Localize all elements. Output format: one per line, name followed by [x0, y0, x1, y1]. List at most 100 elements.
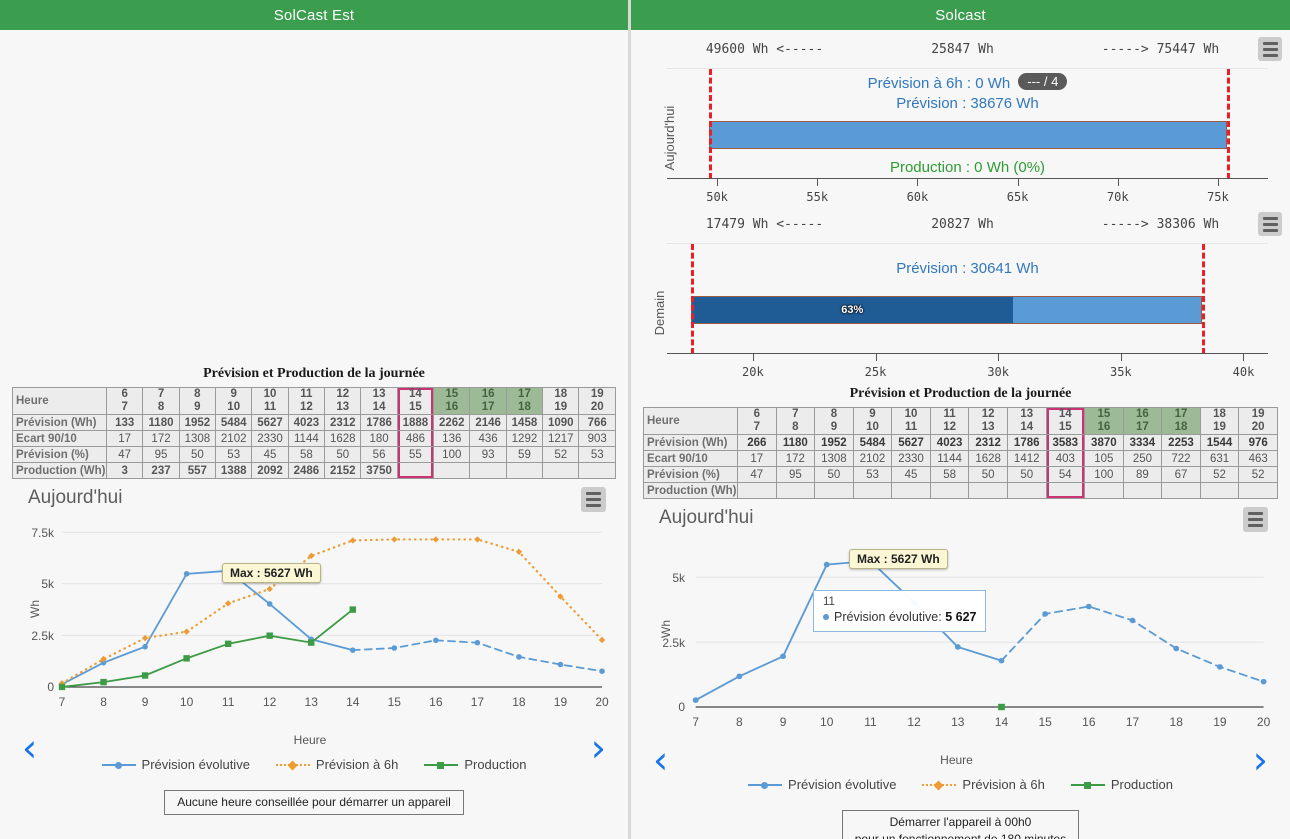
x-tick-label[interactable]: 20 — [595, 695, 609, 710]
right-advice-button[interactable]: Démarrer l'appareil à 00h0 pour un fonct… — [841, 810, 1080, 839]
right-next-arrow[interactable]: › — [1252, 737, 1268, 782]
left-next-arrow[interactable]: › — [590, 726, 606, 770]
x-tick-label[interactable]: 18 — [1169, 715, 1183, 730]
hour-cell[interactable]: 16 17 — [469, 386, 507, 416]
hour-cell[interactable]: 17 18 — [505, 386, 544, 416]
hour-cell[interactable]: 15 16 — [433, 386, 471, 416]
x-tick-label[interactable]: 8 — [100, 695, 107, 710]
legend-item[interactable]: Production — [1070, 777, 1173, 792]
data-cell — [1084, 482, 1124, 500]
left-advice-button[interactable]: Aucune heure conseillée pour démarrer un… — [164, 790, 464, 815]
hour-cell[interactable]: 19 20 — [578, 386, 616, 416]
hour-cell[interactable]: 12 13 — [324, 386, 362, 416]
x-tick-label[interactable]: 20 — [1256, 715, 1271, 730]
data-cell: 1786 — [360, 414, 398, 432]
hour-cell[interactable]: 15 16 — [1084, 406, 1124, 436]
hour-cell[interactable]: 17 18 — [1161, 406, 1201, 436]
data-cell: 1412 — [1006, 450, 1047, 468]
data-cell: 631 — [1199, 450, 1240, 468]
hour-cell[interactable]: 16 17 — [1122, 406, 1163, 436]
hour-cell[interactable]: 18 19 — [542, 386, 580, 416]
legend-item[interactable]: Prévision évolutive — [748, 777, 896, 792]
x-tick-label[interactable]: 17 — [470, 695, 485, 710]
data-cell: 266 — [737, 434, 777, 452]
x-tick-label[interactable]: 14 — [994, 715, 1009, 730]
legend-item[interactable]: Prévision à 6h — [922, 777, 1045, 792]
x-tick-label[interactable]: 19 — [1213, 715, 1227, 730]
hour-cell[interactable]: 10 11 — [251, 386, 289, 416]
x-tick-label[interactable]: 19 — [553, 695, 568, 710]
x-tick-label[interactable]: 12 — [907, 715, 921, 730]
x-tick-label[interactable]: 9 — [141, 695, 149, 710]
axis-tick-label: 65k — [1006, 190, 1029, 204]
x-tick-label[interactable]: 18 — [512, 695, 526, 710]
data-cell — [1161, 482, 1201, 500]
x-tick-label[interactable]: 16 — [1082, 715, 1096, 730]
x-tick-label[interactable]: 13 — [304, 695, 318, 710]
y-tick-label: 0 — [47, 680, 54, 695]
x-tick-label[interactable]: 13 — [951, 715, 965, 730]
hour-cell[interactable]: 11 12 — [287, 386, 326, 416]
data-cell: 136 — [433, 430, 471, 448]
x-tick-label[interactable]: 8 — [736, 715, 743, 730]
legend-item[interactable]: Production — [424, 757, 526, 772]
hour-cell[interactable]: 13 14 — [1006, 406, 1047, 436]
legend-item[interactable]: Prévision évolutive — [101, 757, 250, 772]
data-cell: 95 — [142, 446, 180, 464]
x-tick-label[interactable]: 11 — [864, 715, 877, 730]
legend-item[interactable]: Prévision à 6h — [275, 757, 399, 773]
hour-cell[interactable]: 12 13 — [968, 406, 1008, 436]
hour-cell[interactable]: 9 10 — [852, 406, 893, 436]
hour-cell[interactable]: 14 15 — [396, 386, 435, 416]
x-tick-label[interactable]: 7 — [692, 715, 700, 730]
legend-label: Prévision à 6h — [315, 757, 399, 773]
x-tick-label[interactable]: 12 — [263, 695, 277, 710]
x-tick-label[interactable]: 7 — [58, 695, 66, 710]
data-cell: 557 — [178, 462, 217, 480]
gauge-forecast: Prévision : 38676 Wh — [896, 95, 1039, 112]
y-tick-label: 2.5k — [662, 635, 685, 650]
hour-cell[interactable]: 11 12 — [929, 406, 970, 436]
right-prev-arrow[interactable]: ‹ — [653, 737, 669, 782]
data-cell: 133 — [105, 414, 144, 432]
x-tick-label[interactable]: 15 — [387, 695, 401, 710]
data-cell: 1628 — [324, 430, 362, 448]
hour-cell[interactable]: 19 20 — [1238, 406, 1278, 436]
data-point — [224, 641, 232, 648]
hour-cell[interactable]: 13 14 — [360, 386, 398, 416]
data-cell: 59 — [505, 446, 544, 464]
data-point — [598, 637, 606, 644]
x-tick-label[interactable]: 17 — [1125, 715, 1140, 730]
x-tick-label[interactable]: 16 — [429, 695, 443, 710]
x-tick-label[interactable]: 11 — [221, 695, 235, 710]
data-cell: 3750 — [360, 462, 398, 480]
gauge-production: Production : 0 Wh (0%) — [889, 159, 1046, 176]
hour-cell[interactable]: 18 19 — [1199, 406, 1240, 436]
hamburger-icon[interactable] — [1258, 212, 1282, 236]
gauge-bar — [709, 121, 1227, 149]
data-cell: 2092 — [251, 462, 289, 480]
hour-cell[interactable]: 14 15 — [1045, 406, 1086, 436]
x-tick-label[interactable]: 14 — [346, 695, 360, 710]
x-tick-label[interactable]: 10 — [179, 695, 194, 710]
hamburger-icon[interactable] — [581, 487, 606, 513]
hour-cell[interactable]: 10 11 — [891, 406, 931, 436]
left-prev-arrow[interactable]: ‹ — [22, 726, 38, 770]
table-row: Production (Wh) — [643, 482, 1278, 500]
x-tick-label[interactable]: 9 — [779, 715, 787, 730]
x-tick-label[interactable]: 10 — [820, 715, 834, 730]
gauge-forecast-6h: Prévision à 6h : 0 Wh --- / 4 — [667, 73, 1268, 92]
data-cell: 58 — [929, 466, 970, 484]
x-tick-label[interactable]: 15 — [1038, 715, 1052, 730]
data-cell: 3583 — [1045, 434, 1086, 452]
hour-cell[interactable]: 9 10 — [215, 386, 253, 416]
hamburger-icon[interactable] — [1258, 37, 1282, 61]
legend-marker-icon — [424, 760, 459, 770]
hamburger-icon[interactable] — [1243, 507, 1268, 533]
